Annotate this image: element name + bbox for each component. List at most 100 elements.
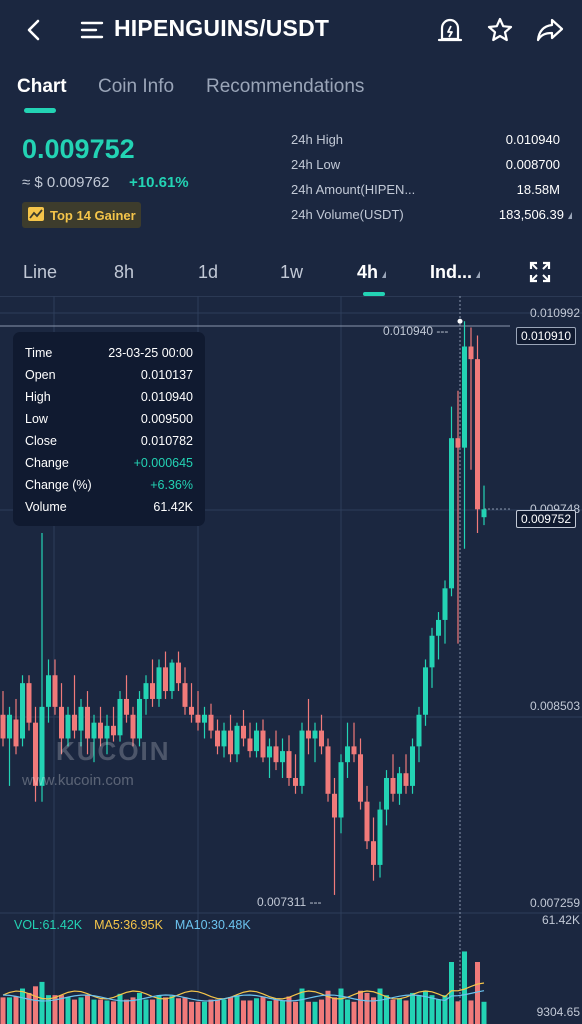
volume-bar xyxy=(293,1001,298,1024)
stat-value-volume[interactable]: 183,506.39 xyxy=(499,207,572,222)
candle-body xyxy=(137,698,142,739)
candle-body xyxy=(423,667,428,715)
candle-body xyxy=(202,714,207,723)
candlestick-chart[interactable] xyxy=(0,296,582,1024)
volume-bar xyxy=(410,992,415,1024)
volume-bar xyxy=(215,999,220,1024)
interval-8h[interactable]: 8h xyxy=(114,262,135,282)
stat-label-low: 24h Low xyxy=(291,157,341,172)
volume-bar xyxy=(130,997,136,1024)
active-tab-indicator xyxy=(24,108,56,113)
volume-bar xyxy=(254,998,259,1024)
volume-bar xyxy=(260,996,266,1024)
indicators-selector[interactable]: Ind... xyxy=(430,262,480,283)
candle-body xyxy=(7,714,12,739)
candle-body xyxy=(72,714,77,731)
volume-bar xyxy=(280,1000,285,1024)
tooltip-row-volume: Volume 61.42K xyxy=(25,500,193,514)
tab-coin-info[interactable]: Coin Info xyxy=(98,76,175,97)
axis-label-bottom: 0.007259 xyxy=(529,896,580,910)
tooltip-row-low: Low 0.009500 xyxy=(25,412,193,426)
candle-body xyxy=(0,714,6,739)
volume-bar xyxy=(390,999,396,1024)
back-arrow-icon[interactable] xyxy=(18,14,50,46)
candle-body xyxy=(46,675,51,707)
interval-1w[interactable]: 1w xyxy=(280,262,304,282)
candle-body xyxy=(143,683,149,699)
volume-bar xyxy=(338,988,344,1024)
trend-chart-icon xyxy=(28,206,44,224)
share-icon[interactable] xyxy=(534,14,566,46)
volume-bar xyxy=(208,999,214,1024)
candle-body xyxy=(254,730,259,752)
ma10-line xyxy=(2,990,485,1002)
candle-body xyxy=(98,722,103,739)
candle-body xyxy=(234,725,240,755)
pair-title[interactable]: HIPENGUINS/USDT xyxy=(114,15,330,41)
volume-bar xyxy=(156,995,162,1024)
candle-body xyxy=(273,746,279,763)
volume-bar xyxy=(299,988,305,1024)
volume-bar xyxy=(176,998,181,1024)
volume-bar xyxy=(481,1001,487,1024)
candle-body xyxy=(475,359,480,510)
candle-body xyxy=(117,698,123,736)
ma5-line xyxy=(2,982,485,1000)
fullscreen-icon[interactable] xyxy=(528,260,552,289)
volume-bar xyxy=(33,986,38,1024)
candle-body xyxy=(189,706,194,715)
interval-1d[interactable]: 1d xyxy=(198,262,219,282)
volume-bar xyxy=(436,999,441,1024)
candle-body xyxy=(39,706,45,786)
volume-bar xyxy=(345,999,350,1024)
volume-bar xyxy=(98,999,103,1024)
fiat-price: ≈ $ 0.009762 xyxy=(22,174,110,191)
interval-4h[interactable]: 4h xyxy=(357,262,387,283)
volume-bar xyxy=(247,1000,253,1024)
interval-line[interactable]: Line xyxy=(23,262,58,282)
volume-bar xyxy=(202,1001,207,1024)
volume-bar xyxy=(169,996,175,1024)
menu-icon[interactable] xyxy=(76,14,108,46)
crosshair-dot xyxy=(457,318,463,324)
candle-body xyxy=(260,730,266,758)
tab-recommendations[interactable]: Recommendations xyxy=(206,76,365,97)
tooltip-row-open: Open 0.010137 xyxy=(25,368,193,382)
volume-bar xyxy=(163,997,168,1024)
top-gainer-badge[interactable]: Top 14 Gainer xyxy=(22,202,141,228)
volume-bar xyxy=(39,981,45,1024)
volume-bar xyxy=(137,992,142,1024)
volume-bar xyxy=(364,992,370,1024)
stat-value-high: 0.010940 xyxy=(505,132,560,147)
volume-bar xyxy=(351,1001,357,1024)
tab-chart[interactable]: Chart xyxy=(17,76,67,97)
stat-value-amount: 18.58M xyxy=(516,182,560,197)
candle-body xyxy=(215,730,220,747)
volume-bar xyxy=(449,962,454,1024)
volume-bar xyxy=(182,997,188,1024)
candle-body xyxy=(78,706,84,731)
volume-bar xyxy=(20,988,25,1024)
candle-body xyxy=(481,509,487,518)
candle-body xyxy=(449,438,454,589)
candle-body xyxy=(150,683,155,699)
volume-bar xyxy=(13,996,19,1024)
volume-bar xyxy=(189,1001,194,1024)
candle-body xyxy=(351,746,357,755)
volume-bar xyxy=(111,1001,116,1024)
candle-body xyxy=(345,746,350,763)
change-percent: +10.61% xyxy=(129,174,189,191)
volume-bar xyxy=(371,997,376,1024)
candle-body xyxy=(455,438,461,448)
price-alert-icon[interactable] xyxy=(434,14,466,46)
volume-bar xyxy=(475,962,480,1024)
volume-bar xyxy=(267,1000,272,1024)
volume-axis-max: 61.42K xyxy=(541,913,580,927)
badge-label: Top 14 Gainer xyxy=(50,207,136,223)
volume-bar xyxy=(241,1000,246,1024)
candle-body xyxy=(182,683,188,707)
candle-body xyxy=(312,730,318,739)
volume-bar xyxy=(26,992,32,1024)
star-icon[interactable] xyxy=(484,14,516,46)
candle-body xyxy=(130,714,136,739)
